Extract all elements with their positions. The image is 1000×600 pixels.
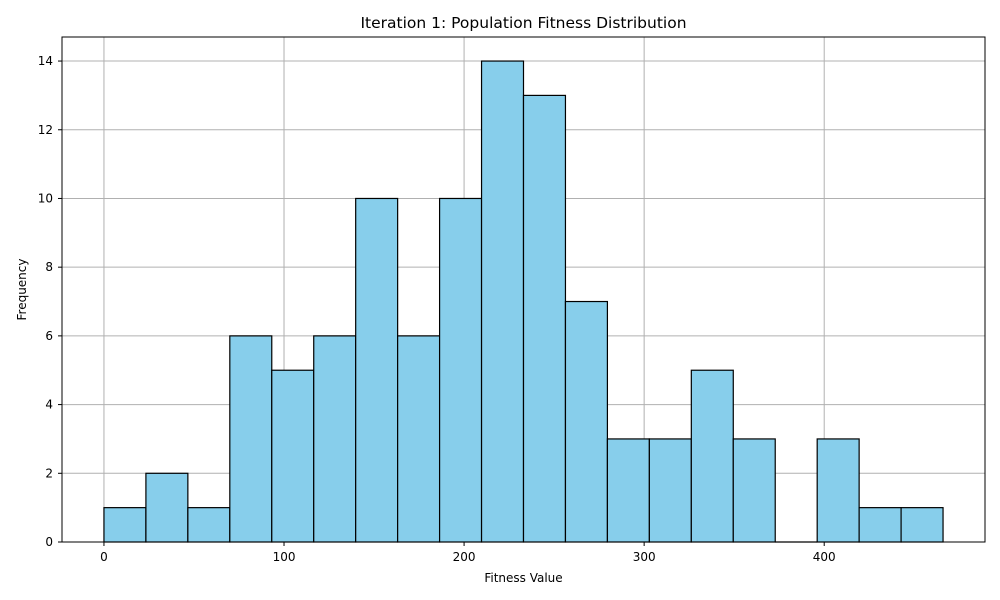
histogram-bar [438, 197, 483, 543]
histogram-bar [522, 94, 567, 543]
y-tick-label: 4 [45, 398, 53, 412]
histogram-bar [564, 300, 609, 543]
histogram-bar [816, 438, 860, 543]
histogram-bar [271, 369, 315, 543]
histogram-bar [690, 369, 734, 543]
histogram-bar [187, 507, 231, 543]
histogram-bar [145, 472, 189, 543]
axes: 0 100 200 300 400 0 2 4 6 8 10 12 14 [38, 36, 986, 564]
y-tick-label: 2 [45, 466, 53, 480]
x-tick-label: 0 [100, 550, 108, 564]
histogram-bar [103, 507, 147, 543]
histogram-bar [229, 335, 273, 543]
x-tick-label: 300 [633, 550, 656, 564]
histogram-bar [397, 335, 441, 543]
x-axis-label: Fitness Value [484, 571, 562, 585]
histogram-bars [103, 60, 944, 543]
histogram-bar [858, 507, 902, 543]
chart-title: Iteration 1: Population Fitness Distribu… [360, 14, 686, 32]
histogram-bar [648, 438, 692, 543]
y-tick-label: 10 [38, 191, 53, 205]
histogram-bar [732, 438, 776, 543]
histogram-bar [900, 507, 944, 543]
x-tick-label: 100 [273, 550, 296, 564]
x-tick-label: 400 [813, 550, 836, 564]
plot-frame [61, 36, 986, 543]
histogram-bar [313, 335, 357, 543]
y-tick-label: 14 [38, 54, 53, 68]
histogram-bar [606, 438, 650, 543]
histogram-bar [355, 197, 399, 543]
y-tick-label: 8 [45, 260, 53, 274]
x-tick-label: 200 [453, 550, 476, 564]
y-tick-label: 6 [45, 329, 53, 343]
y-tick-label: 0 [45, 535, 53, 549]
y-axis-label: Frequency [15, 259, 29, 321]
y-tick-label: 12 [38, 123, 53, 137]
histogram-bar [480, 60, 525, 543]
